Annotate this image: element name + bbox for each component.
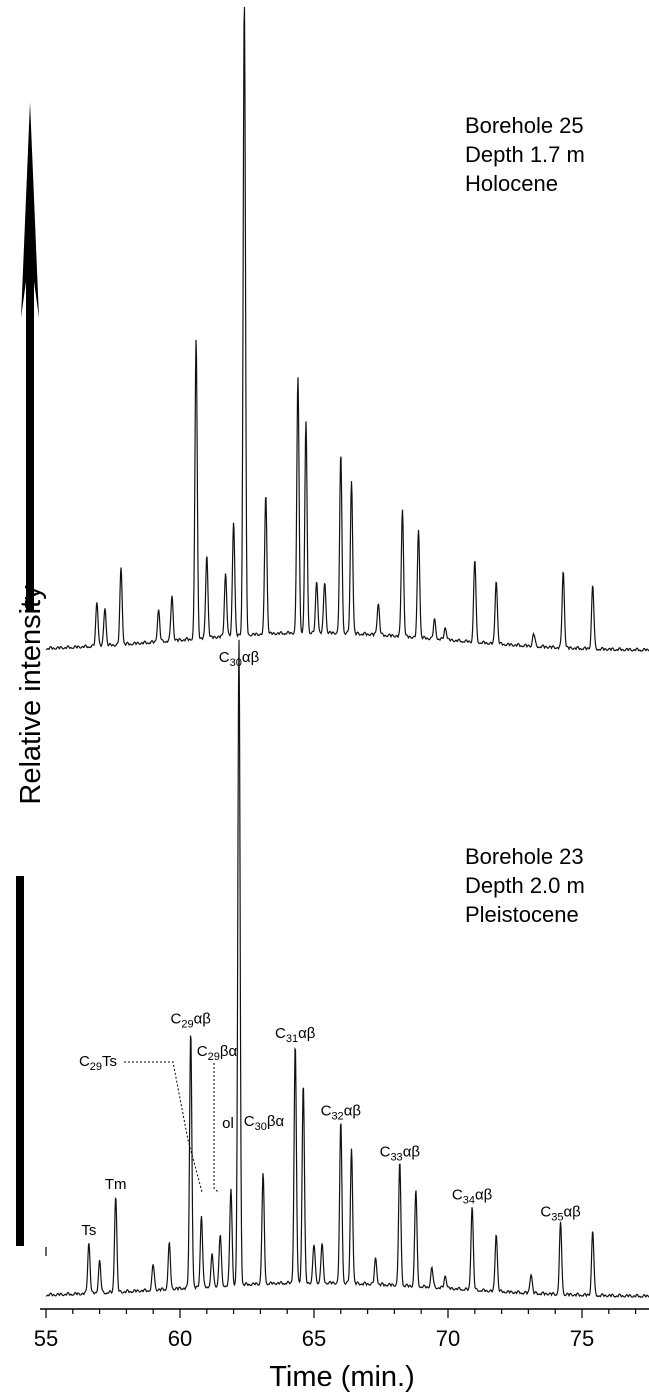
- y-axis-label: Relative intensity: [15, 585, 47, 805]
- peak-label: C29βα: [197, 1043, 238, 1063]
- peak-label: C30βα: [244, 1113, 285, 1133]
- x-tick-label: 65: [302, 1326, 326, 1351]
- x-tick-label: 60: [168, 1326, 192, 1351]
- peak-label: C35αβ: [540, 1204, 581, 1224]
- top-info-line-2: Depth 1.7 m: [465, 142, 585, 167]
- bottom-info-line-1: Borehole 23: [465, 844, 584, 869]
- peak-label: ol: [222, 1115, 234, 1132]
- leader-lines: [45, 1061, 220, 1256]
- bottom-scale-bar: [16, 876, 24, 1246]
- top-trace-group: Borehole 25 Depth 1.7 m Holocene: [45, 6, 649, 652]
- peak-label: C31αβ: [275, 1025, 316, 1045]
- peak-label: C33αβ: [380, 1143, 421, 1163]
- x-tick-label: 55: [34, 1326, 58, 1351]
- peak-label: C30αβ: [219, 649, 260, 669]
- peak-label: C29Ts: [79, 1053, 117, 1073]
- x-axis: 55 60 65 70 75 Time (min.): [34, 1308, 649, 1393]
- top-info-line-1: Borehole 25: [465, 113, 584, 138]
- x-tick-label: 70: [436, 1326, 460, 1351]
- top-scale-arrow: [21, 102, 39, 610]
- peak-annotations: Ts Tm C29αβ C29Ts C29βα ol C30αβ C30βα C31αβ C32α…: [79, 649, 581, 1239]
- trace-borehole-23: [45, 639, 649, 1299]
- c29ba-leader-line: [213, 1063, 220, 1194]
- peak-label: Tm: [105, 1176, 127, 1193]
- bottom-trace-group: Borehole 23 Depth 2.0 m Pleistocene: [45, 639, 649, 1299]
- c29ts-leader-line: [124, 1061, 203, 1193]
- x-axis-label: Time (min.): [269, 1361, 415, 1393]
- peak-label: C29αβ: [170, 1010, 211, 1030]
- peak-label: C34αβ: [452, 1186, 493, 1206]
- top-info-line-3: Holocene: [465, 171, 558, 196]
- trace-borehole-25: [45, 6, 649, 652]
- peak-label: C32αβ: [321, 1102, 362, 1122]
- peak-label: Ts: [81, 1222, 96, 1239]
- bottom-info-line-3: Pleistocene: [465, 902, 579, 927]
- x-tick-label: 75: [570, 1326, 594, 1351]
- bottom-info-line-2: Depth 2.0 m: [465, 873, 585, 898]
